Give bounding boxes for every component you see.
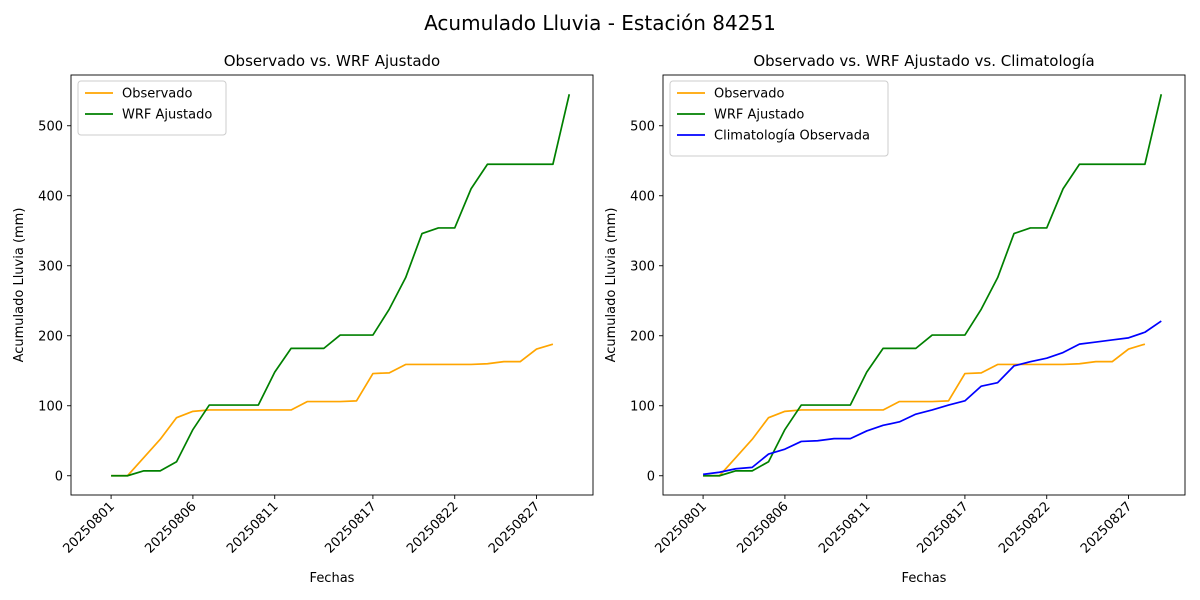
series-line-observado [111, 343, 554, 477]
legend-label: Observado [714, 87, 785, 102]
legend-box [669, 80, 889, 157]
figure-title: Acumulado Lluvia - Estación 84251 [424, 11, 776, 35]
legend-box [77, 80, 227, 136]
y-tick-label: 200 [630, 329, 655, 344]
panel-title: Observado vs. WRF Ajustado vs. Climatolo… [753, 52, 1094, 70]
series-line-wrf-ajustado [703, 94, 1163, 477]
y-tick-label: 400 [630, 189, 655, 204]
legend-label: WRF Ajustado [122, 108, 212, 123]
legend-label: Observado [122, 87, 193, 102]
x-tick-label: 20250817 [322, 499, 379, 556]
y-tick-label: 200 [38, 329, 63, 344]
y-tick-label: 300 [630, 259, 655, 274]
x-tick-label: 20250822 [404, 499, 461, 556]
series-line-observado [703, 343, 1146, 477]
series-line-wrf-ajustado [111, 94, 571, 477]
legend: Observado WRF Ajustado Climatología Observ… [669, 80, 889, 157]
y-tick-label: 100 [38, 399, 63, 414]
x-tick-label: 20250801 [61, 499, 118, 556]
x-tick-label: 20250806 [734, 499, 791, 556]
y-tick-label: 500 [630, 119, 655, 134]
x-tick-label: 20250811 [224, 499, 281, 556]
x-tick-label: 20250817 [914, 499, 971, 556]
x-tick-label: 20250827 [1078, 499, 1135, 556]
legend-label: Climatología Observada [714, 129, 870, 144]
x-tick-label: 20250827 [486, 499, 543, 556]
legend-label: WRF Ajustado [714, 108, 804, 123]
x-axis-label: Fechas [902, 571, 947, 586]
y-tick-label: 400 [38, 189, 63, 204]
y-axis-label: Acumulado Lluvia (mm) [604, 208, 619, 363]
x-tick-label: 20250806 [142, 499, 199, 556]
chart-panel-1: Observado vs. WRF Ajustado 0 100 200 300 400 5… [12, 52, 594, 586]
series-line-climatologia-observada [702, 320, 1162, 476]
x-axis-label: Fechas [310, 571, 355, 586]
y-tick-label: 500 [38, 119, 63, 134]
plot-frame [70, 74, 594, 496]
panel-title: Observado vs. WRF Ajustado [224, 52, 440, 70]
legend: Observado WRF Ajustado [77, 80, 227, 136]
plot-frame [662, 74, 1186, 496]
y-tick-label: 0 [55, 469, 63, 484]
chart-panel-2: Observado vs. WRF Ajustado vs. Climatolo… [604, 52, 1186, 586]
y-axis-label: Acumulado Lluvia (mm) [12, 208, 27, 363]
y-tick-label: 300 [38, 259, 63, 274]
x-tick-label: 20250801 [653, 499, 710, 556]
y-tick-label: 0 [647, 469, 655, 484]
x-tick-label: 20250811 [816, 499, 873, 556]
x-tick-label: 20250822 [996, 499, 1053, 556]
y-tick-label: 100 [630, 399, 655, 414]
